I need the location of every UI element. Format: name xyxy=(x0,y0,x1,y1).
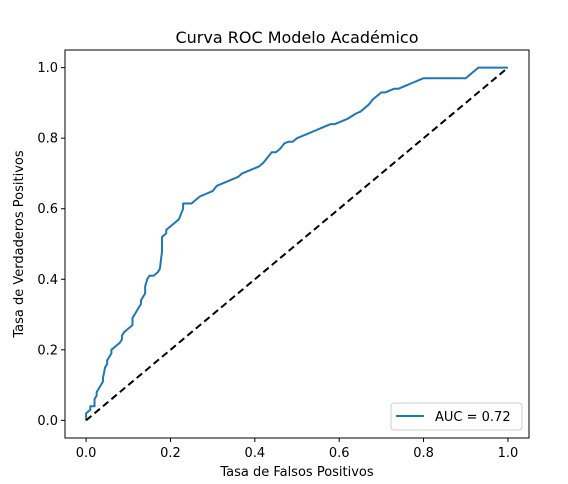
y-tick-label: 0.2 xyxy=(37,343,58,358)
y-axis-label: Tasa de Verdaderos Positivos xyxy=(12,150,27,338)
chance-diagonal-line xyxy=(85,66,509,422)
x-tick-label: 0.0 xyxy=(76,446,97,461)
chart-title: Curva ROC Modelo Académico xyxy=(175,28,418,47)
y-tick-label: 0.8 xyxy=(37,132,58,147)
x-tick-label: 0.2 xyxy=(160,446,181,461)
x-tick-label: 1.0 xyxy=(498,446,519,461)
y-tick-label: 0.4 xyxy=(37,273,58,288)
series-layer xyxy=(85,66,509,422)
x-axis-ticks: 0.0 0.2 0.4 0.6 0.8 1.0 xyxy=(76,438,519,461)
x-tick-label: 0.6 xyxy=(329,446,350,461)
y-tick-label: 1.0 xyxy=(37,61,58,76)
y-tick-label: 0.0 xyxy=(37,414,58,429)
legend: AUC = 0.72 xyxy=(390,402,523,431)
y-axis-ticks: 0.0 0.2 0.4 0.6 0.8 1.0 xyxy=(37,61,65,429)
axes-frame xyxy=(64,49,530,439)
x-tick-label: 0.4 xyxy=(244,446,265,461)
x-tick-label: 0.8 xyxy=(413,446,434,461)
legend-entry-label: AUC = 0.72 xyxy=(435,410,511,425)
roc-curve-line xyxy=(85,66,508,421)
y-tick-label: 0.6 xyxy=(37,202,58,217)
legend-box xyxy=(390,402,523,431)
x-axis-label: Tasa de Falsos Positivos xyxy=(219,465,374,480)
